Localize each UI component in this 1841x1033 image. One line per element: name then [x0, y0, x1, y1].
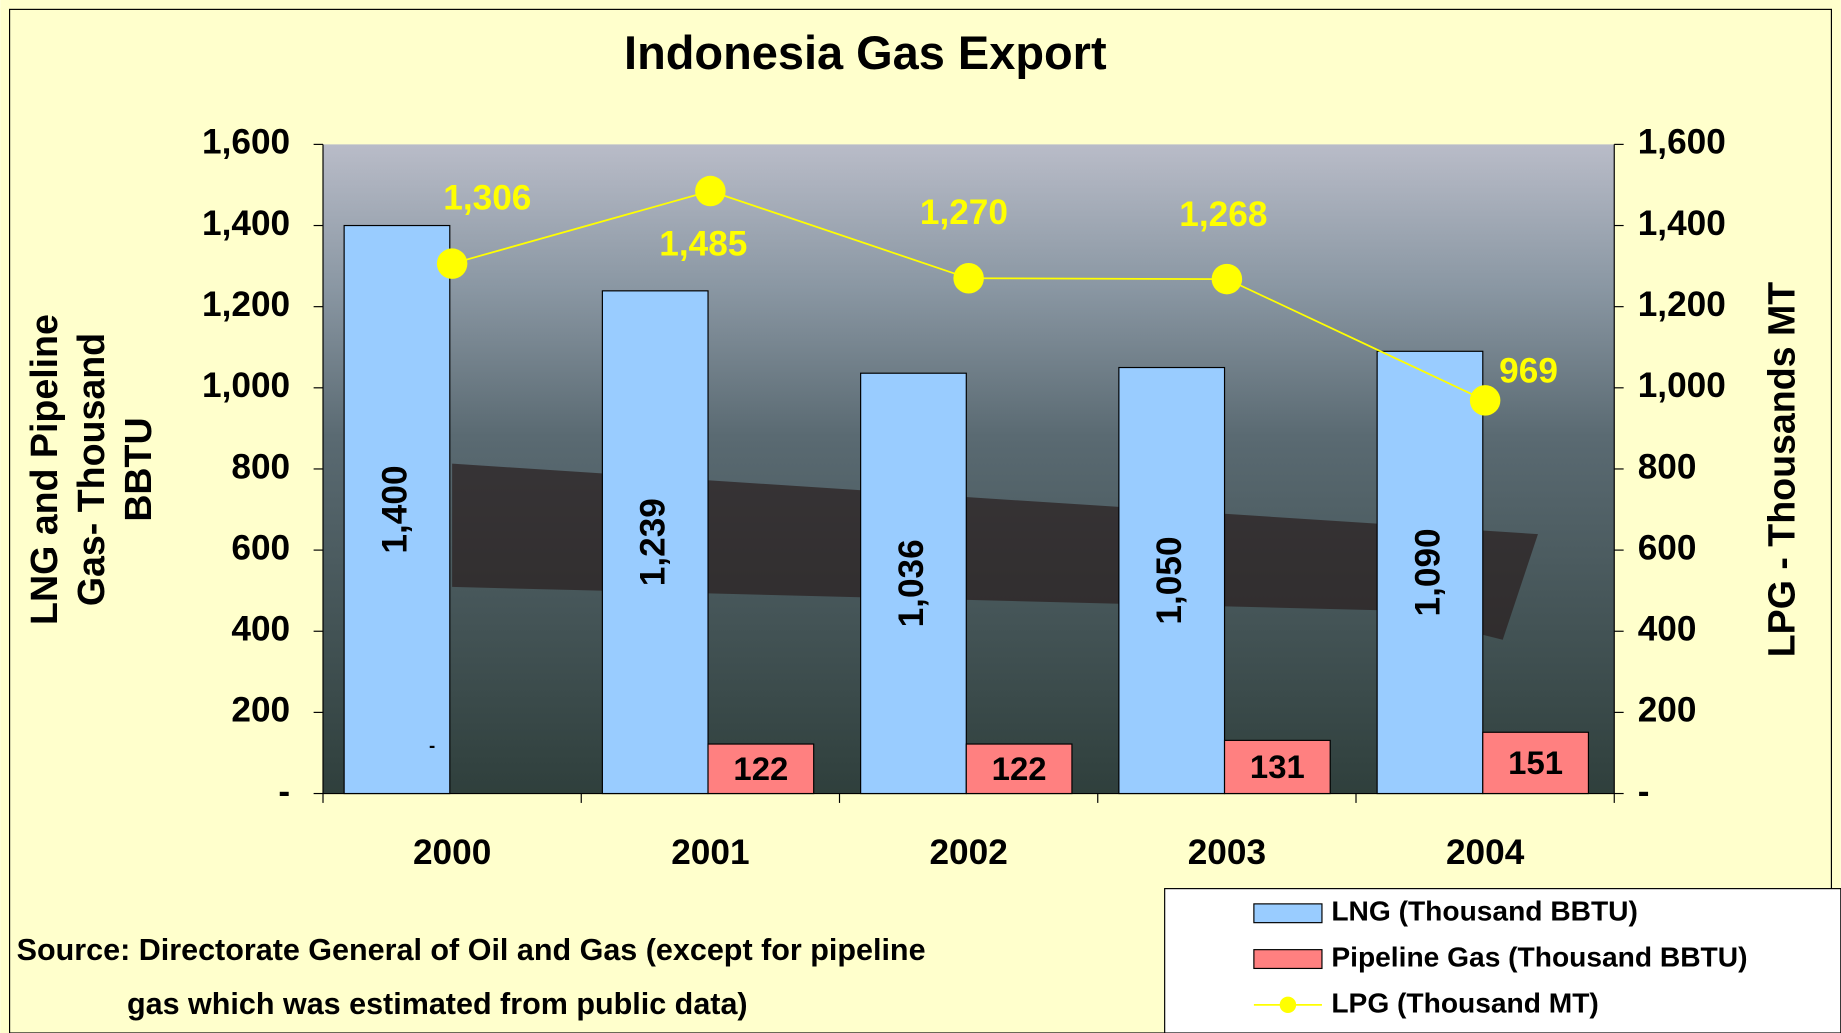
line-point	[436, 248, 468, 279]
x-tick-label: 2002	[929, 833, 1007, 872]
line-value-label: 1,485	[659, 225, 747, 264]
legend-swatch	[1253, 903, 1323, 924]
bar-value-label: 151	[1508, 744, 1563, 781]
bar	[1376, 350, 1484, 795]
y2-tick-label: 400	[1638, 610, 1697, 649]
bar-value-label: 122	[992, 750, 1047, 787]
y2-tick-label: 1,200	[1638, 285, 1726, 324]
y-tick-label: 1,600	[202, 123, 290, 162]
legend-label: Pipeline Gas (Thousand BBTU)	[1331, 940, 1747, 972]
y2-tick-label: 1,400	[1638, 204, 1726, 243]
bar	[601, 290, 709, 795]
y-tick-label: 1,400	[202, 204, 290, 243]
y2-tick-label: -	[1638, 772, 1650, 811]
bar-value-label: 122	[733, 750, 788, 787]
bar	[1223, 739, 1331, 795]
y-tick-label: 800	[231, 447, 290, 486]
ship-shape	[452, 463, 1538, 640]
frame	[8, 8, 1833, 1033]
legend-marker	[1279, 996, 1297, 1014]
line-point	[953, 263, 984, 294]
y2-tick-label: 600	[1638, 528, 1697, 567]
x-tick-label: 2000	[413, 833, 491, 872]
source-note: Source: Directorate General of Oil and G…	[17, 933, 926, 967]
legend-swatch	[1253, 949, 1323, 970]
bar-value-label: 1,050	[1150, 536, 1189, 624]
bar	[343, 224, 451, 795]
line-value-label: 1,268	[1179, 195, 1267, 234]
line-point	[695, 175, 726, 207]
bar-value-label: 1,239	[634, 498, 673, 586]
bar-value-label: 131	[1250, 748, 1305, 785]
y2-tick-label: 1,600	[1638, 123, 1726, 162]
y2-tick-label: 1,000	[1638, 366, 1726, 405]
bar-value-label: -	[429, 735, 435, 756]
line-value-label: 1,270	[920, 193, 1008, 232]
bar-value-label: 1,090	[1408, 528, 1447, 616]
y2-tick-label: 200	[1638, 691, 1697, 730]
line-point	[1469, 385, 1501, 416]
line-value-label: 1,306	[443, 179, 531, 218]
y2-tick-label: 800	[1638, 447, 1697, 486]
legend-label: LPG (Thousand MT)	[1331, 986, 1598, 1018]
chart-title: Indonesia Gas Export	[624, 26, 1107, 79]
bar	[1118, 366, 1226, 795]
y-axis-title-line: BBTU	[117, 417, 159, 521]
line-value-label: 969	[1499, 352, 1558, 391]
y-axis-title: LNG and Pipeline Gas- Thousand BBTU	[23, 314, 159, 625]
x-tick-label: 2001	[671, 833, 749, 872]
bar-value-label: 1,036	[892, 539, 931, 627]
x-tick-label: 2003	[1188, 833, 1266, 872]
bar	[860, 372, 967, 795]
x-tick-label: 2004	[1446, 833, 1525, 872]
line-point	[1211, 263, 1243, 295]
y-axis-title-line: LNG and Pipeline	[23, 314, 65, 625]
bar-value-label: 1,400	[375, 465, 414, 553]
y-tick-label: -	[278, 772, 290, 811]
bar	[707, 743, 815, 795]
y-tick-label: 600	[231, 528, 290, 567]
y2-axis-title: LPG - Thousands MT	[1760, 282, 1802, 658]
bar	[965, 743, 1073, 795]
bar	[1482, 731, 1590, 795]
y-tick-label: 1,000	[202, 366, 290, 405]
y-tick-label: 1,200	[202, 285, 290, 324]
legend-label: LNG (Thousand BBTU)	[1331, 895, 1638, 927]
y-axis-title-line: Gas- Thousand	[70, 333, 112, 606]
y-tick-label: 400	[231, 610, 290, 649]
y-tick-label: 200	[231, 691, 290, 730]
source-note: gas which was estimated from public data…	[127, 987, 748, 1021]
